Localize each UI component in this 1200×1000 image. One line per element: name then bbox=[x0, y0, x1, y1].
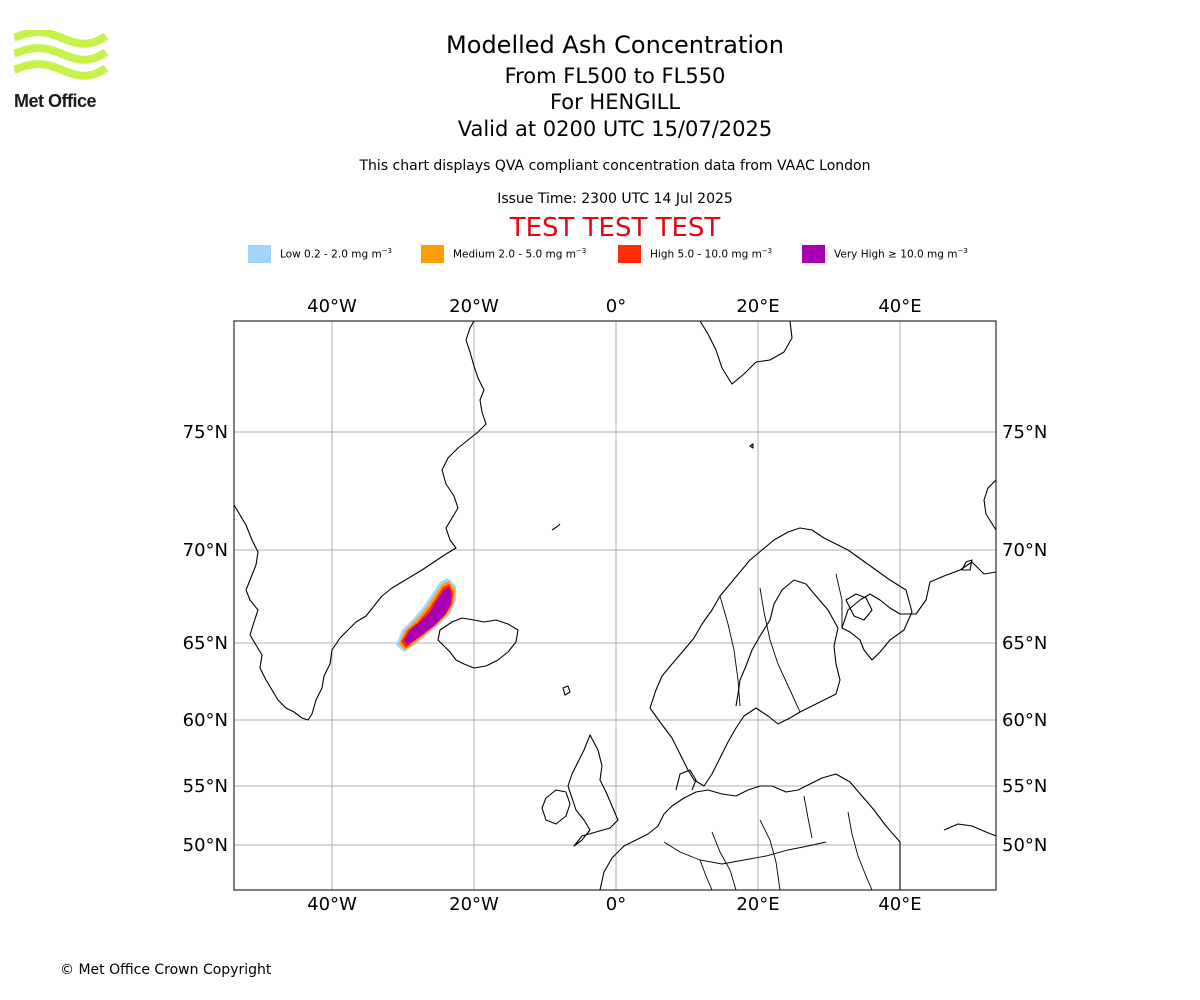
lon-label-top: 20°E bbox=[736, 296, 779, 317]
lat-label-right: 50°N bbox=[1002, 835, 1047, 856]
chart-title: Modelled Ash Concentration bbox=[446, 31, 784, 59]
legend-label-medium: Medium 2.0 - 5.0 mg m bbox=[453, 248, 576, 261]
lat-label-right: 65°N bbox=[1002, 633, 1047, 654]
great-britain-coastline bbox=[567, 734, 619, 847]
test-banner: TEST TEST TEST bbox=[509, 213, 721, 243]
lat-label-right: 75°N bbox=[1002, 422, 1047, 443]
lat-label-right: 70°N bbox=[1002, 540, 1047, 561]
bear-island-coastline bbox=[749, 443, 754, 449]
issue-time: Issue Time: 2300 UTC 14 Jul 2025 bbox=[497, 191, 733, 207]
iceland-coastline bbox=[437, 617, 519, 669]
lat-label-right: 55°N bbox=[1002, 776, 1047, 797]
ash-plume-very-high bbox=[404, 587, 452, 645]
description: This chart displays QVA compliant concen… bbox=[359, 158, 871, 174]
copyright-notice: © Met Office Crown Copyright bbox=[60, 962, 272, 978]
lon-label-bottom: 40°E bbox=[878, 894, 921, 915]
lon-label-bottom: 20°E bbox=[736, 894, 779, 915]
legend-label-very-high: Very High ≥ 10.0 mg m bbox=[834, 248, 958, 261]
legend-swatch-low bbox=[248, 245, 271, 263]
jan-mayen-coastline bbox=[551, 523, 561, 531]
lat-label-right: 60°N bbox=[1002, 710, 1047, 731]
lat-label-left: 70°N bbox=[183, 540, 228, 561]
map-frame bbox=[233, 320, 997, 891]
continental-europe-coastline bbox=[599, 773, 901, 890]
lon-label-top: 0° bbox=[606, 296, 626, 317]
lat-label-left: 50°N bbox=[183, 835, 228, 856]
legend-swatch-high bbox=[618, 245, 641, 263]
location-name: For HENGILL bbox=[549, 90, 681, 114]
ash-plume bbox=[396, 578, 456, 652]
legend-swatch-very-high bbox=[802, 245, 825, 263]
scandinavia-coastline bbox=[649, 479, 996, 709]
lat-label-left: 60°N bbox=[183, 710, 228, 731]
lat-label-left: 75°N bbox=[183, 422, 228, 443]
lon-label-top: 40°E bbox=[878, 296, 921, 317]
lon-label-top: 40°W bbox=[307, 296, 357, 317]
lon-label-bottom: 40°W bbox=[307, 894, 357, 915]
legend-swatch-medium bbox=[421, 245, 444, 263]
legend-label-low: Low 0.2 - 2.0 mg m bbox=[280, 248, 382, 261]
svalbard-coastline bbox=[699, 321, 793, 385]
lat-label-left: 65°N bbox=[183, 633, 228, 654]
country-borders bbox=[663, 573, 873, 890]
lat-label-left: 55°N bbox=[183, 776, 228, 797]
novaya-zemlya-coastline bbox=[961, 559, 973, 571]
logo-text: Met Office bbox=[14, 91, 97, 111]
ireland-coastline bbox=[541, 789, 571, 825]
greenland-coastline bbox=[234, 321, 487, 721]
lon-label-bottom: 20°W bbox=[449, 894, 499, 915]
white-sea-coastline bbox=[845, 593, 873, 621]
met-office-logo: Met Office bbox=[12, 28, 109, 112]
graticule bbox=[234, 321, 996, 890]
met-office-wave-icon bbox=[12, 28, 109, 80]
valid-time: Valid at 0200 UTC 15/07/2025 bbox=[457, 117, 773, 141]
denmark-coastline bbox=[675, 769, 697, 791]
russia-coastline bbox=[943, 823, 996, 837]
faroe-islands-coastline bbox=[562, 685, 571, 696]
baltic-coastline bbox=[649, 579, 841, 787]
legend-label-high: High 5.0 - 10.0 mg m bbox=[650, 248, 762, 261]
lon-label-top: 20°W bbox=[449, 296, 499, 317]
flight-levels: From FL500 to FL550 bbox=[504, 64, 726, 88]
lon-label-bottom: 0° bbox=[606, 894, 626, 915]
